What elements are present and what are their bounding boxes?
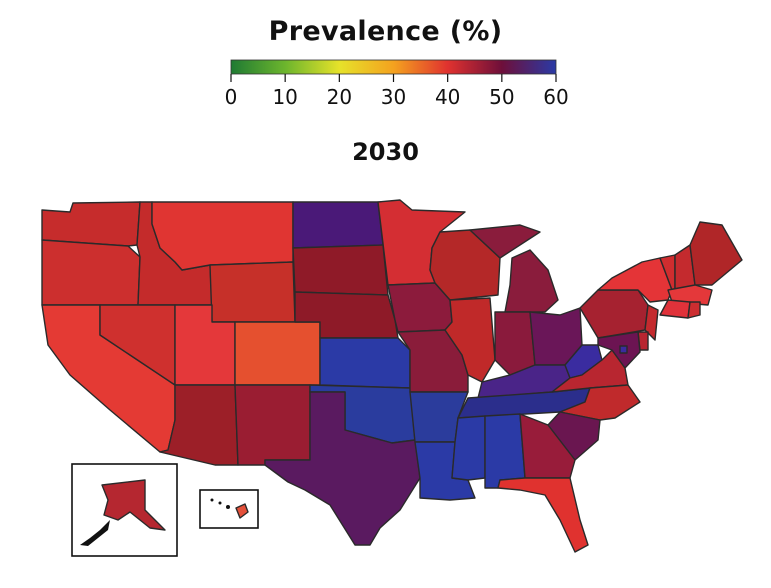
state-washington xyxy=(41,201,141,247)
state-indiana xyxy=(494,311,536,376)
state-michigan xyxy=(469,224,559,313)
legend-tick-label: 60 xyxy=(543,85,568,109)
legend-tick-label: 10 xyxy=(272,85,297,109)
legend-tick-label: 50 xyxy=(489,85,514,109)
state-montana xyxy=(151,201,294,271)
state-florida xyxy=(497,477,589,553)
state-district-of-columbia xyxy=(619,345,628,354)
legend-tick-label: 20 xyxy=(327,85,352,109)
state-alabama xyxy=(484,413,526,489)
state-oregon xyxy=(41,239,141,306)
legend-tick-label: 0 xyxy=(225,85,238,109)
map-year-title: 2030 xyxy=(352,138,419,166)
alaska-aleutian-islands xyxy=(80,520,110,546)
state-south-carolina xyxy=(547,411,601,461)
legend-tick-label: 30 xyxy=(381,85,406,109)
state-pennsylvania xyxy=(579,289,649,339)
state-mississippi xyxy=(451,415,486,481)
state-rhode-island xyxy=(687,301,701,319)
state-georgia xyxy=(519,413,576,479)
state-kansas xyxy=(319,337,411,389)
legend-title: Prevalence (%) xyxy=(268,16,503,47)
state-maryland xyxy=(597,331,641,369)
state-texas xyxy=(264,391,421,546)
state-alaska xyxy=(101,479,166,531)
legend-color-bar xyxy=(230,59,557,75)
hawaii-inset-box xyxy=(199,489,259,529)
state-wyoming xyxy=(209,261,296,323)
state-maine xyxy=(689,221,743,286)
legend-ticks: 0 10 20 30 40 50 60 xyxy=(225,74,569,109)
hawaii-island-oahu xyxy=(218,501,222,505)
color-legend: 0 10 20 30 40 50 60 xyxy=(225,59,569,109)
state-new-jersey xyxy=(644,304,659,341)
state-hawaii xyxy=(235,503,249,519)
state-north-carolina xyxy=(559,384,641,421)
state-new-mexico xyxy=(234,384,311,466)
hawaii-inset xyxy=(199,489,259,529)
contiguous-states xyxy=(41,199,743,553)
legend-tick-label: 40 xyxy=(435,85,460,109)
state-illinois xyxy=(444,297,496,383)
hawaii-island-kauai xyxy=(210,498,214,502)
state-south-dakota xyxy=(292,244,389,296)
state-connecticut xyxy=(659,299,691,319)
state-colorado xyxy=(234,321,321,386)
alaska-inset xyxy=(71,463,178,557)
state-north-dakota xyxy=(292,201,384,249)
hawaii-island-maui xyxy=(226,505,230,509)
